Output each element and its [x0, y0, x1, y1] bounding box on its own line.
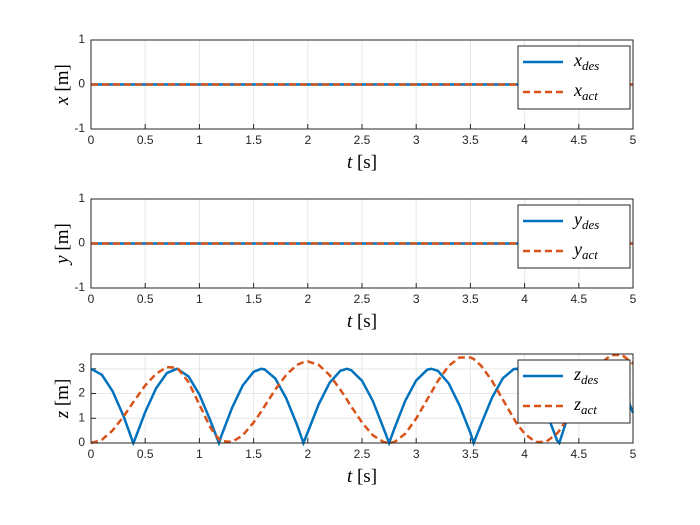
x-tick-label: 0.5: [137, 292, 154, 306]
legend-box: [517, 45, 631, 110]
x-tick-label: 5: [630, 133, 637, 147]
x-tick-label: 2: [304, 447, 311, 461]
x-tick-label: 3.5: [462, 292, 479, 306]
axes-box: [90, 39, 634, 130]
x-tick-label: 4.5: [570, 292, 587, 306]
legend-label: yact: [572, 239, 598, 262]
x-tick-label: 4: [521, 292, 528, 306]
y-tick-label: 2: [78, 386, 85, 400]
y-tick-label: 0: [78, 236, 85, 250]
x-axis-label: t [s]: [347, 466, 377, 487]
y-tick-label: 3: [78, 361, 85, 375]
x-tick-label: 2.5: [354, 133, 371, 147]
legend-label: xact: [573, 80, 598, 103]
x-tick-label: 4.5: [570, 447, 587, 461]
axes-box: [90, 198, 634, 289]
y-axis-label: y [m]: [52, 223, 73, 266]
x-tick-label: 1.5: [245, 133, 262, 147]
x-tick-label: 2: [304, 133, 311, 147]
x-tick-label: 1.5: [245, 292, 262, 306]
x-tick-label: 4.5: [570, 133, 587, 147]
x-tick-label: 3: [413, 447, 420, 461]
x-tick-label: 4: [521, 447, 528, 461]
y-axis-label: z [m]: [52, 379, 73, 420]
y-tick-label: 1: [78, 32, 85, 46]
x-axis-label: t [s]: [347, 311, 377, 332]
x-tick-label: 2.5: [354, 447, 371, 461]
x-tick-label: 5: [630, 447, 637, 461]
x-tick-label: 0.5: [137, 447, 154, 461]
series-line: [90, 353, 634, 445]
x-axis-label: t [s]: [347, 152, 377, 173]
legend-box: [517, 204, 631, 269]
x-tick-label: 3: [413, 133, 420, 147]
x-tick-label: 0: [88, 447, 95, 461]
y-tick-label: -1: [74, 280, 85, 294]
x-tick-label: 0.5: [137, 133, 154, 147]
y-tick-label: 0: [78, 435, 85, 449]
axes-box: [90, 353, 634, 444]
x-tick-label: 3: [413, 292, 420, 306]
x-tick-label: 5: [630, 292, 637, 306]
y-tick-label: 0: [78, 77, 85, 91]
x-tick-label: 2.5: [354, 292, 371, 306]
x-tick-label: 1: [196, 447, 203, 461]
legend-box: [517, 359, 631, 424]
x-tick-label: 1: [196, 133, 203, 147]
legend-label: xdes: [573, 50, 599, 73]
x-tick-label: 2: [304, 292, 311, 306]
x-tick-label: 0: [88, 292, 95, 306]
legend-label: zact: [573, 394, 597, 417]
y-tick-label: -1: [74, 121, 85, 135]
legend-label: zdes: [573, 364, 598, 387]
x-tick-label: 1: [196, 292, 203, 306]
x-tick-label: 4: [521, 133, 528, 147]
y-tick-label: 1: [78, 191, 85, 205]
x-tick-label: 0: [88, 133, 95, 147]
x-tick-label: 3.5: [462, 447, 479, 461]
y-axis-label: x [m]: [52, 64, 73, 106]
legend-label: ydes: [572, 209, 599, 232]
y-tick-label: 1: [78, 410, 85, 424]
x-tick-label: 1.5: [245, 447, 262, 461]
x-tick-label: 3.5: [462, 133, 479, 147]
